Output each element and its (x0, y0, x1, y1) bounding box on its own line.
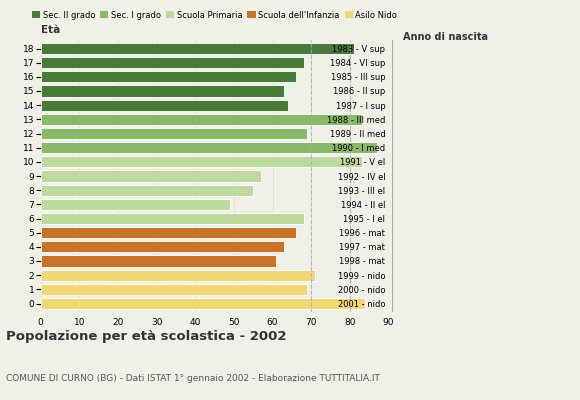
Bar (41, 213, 303, 224)
Bar (41, 71, 296, 82)
Bar (41, 170, 261, 182)
Bar (41, 114, 361, 125)
Bar (41, 43, 354, 54)
Bar (41, 57, 303, 68)
Bar (41, 199, 230, 210)
Bar (41, 284, 307, 295)
Text: COMUNE DI CURNO (BG) - Dati ISTAT 1° gennaio 2002 - Elaborazione TUTTITALIA.IT: COMUNE DI CURNO (BG) - Dati ISTAT 1° gen… (6, 374, 380, 383)
Text: Età: Età (41, 24, 60, 34)
Text: Anno di nascita: Anno di nascita (403, 32, 488, 42)
Bar (41, 142, 377, 153)
Bar (41, 256, 277, 266)
Text: Popolazione per età scolastica - 2002: Popolazione per età scolastica - 2002 (6, 330, 287, 343)
Bar (41, 100, 288, 111)
Bar (41, 86, 284, 96)
Bar (41, 156, 361, 167)
Bar (41, 270, 315, 281)
Bar (41, 227, 296, 238)
Bar (41, 185, 253, 196)
Legend: Sec. II grado, Sec. I grado, Scuola Primaria, Scuola dell'Infanzia, Asilo Nido: Sec. II grado, Sec. I grado, Scuola Prim… (32, 10, 397, 20)
Bar (41, 128, 307, 139)
Bar (41, 298, 365, 309)
Bar (41, 241, 284, 252)
